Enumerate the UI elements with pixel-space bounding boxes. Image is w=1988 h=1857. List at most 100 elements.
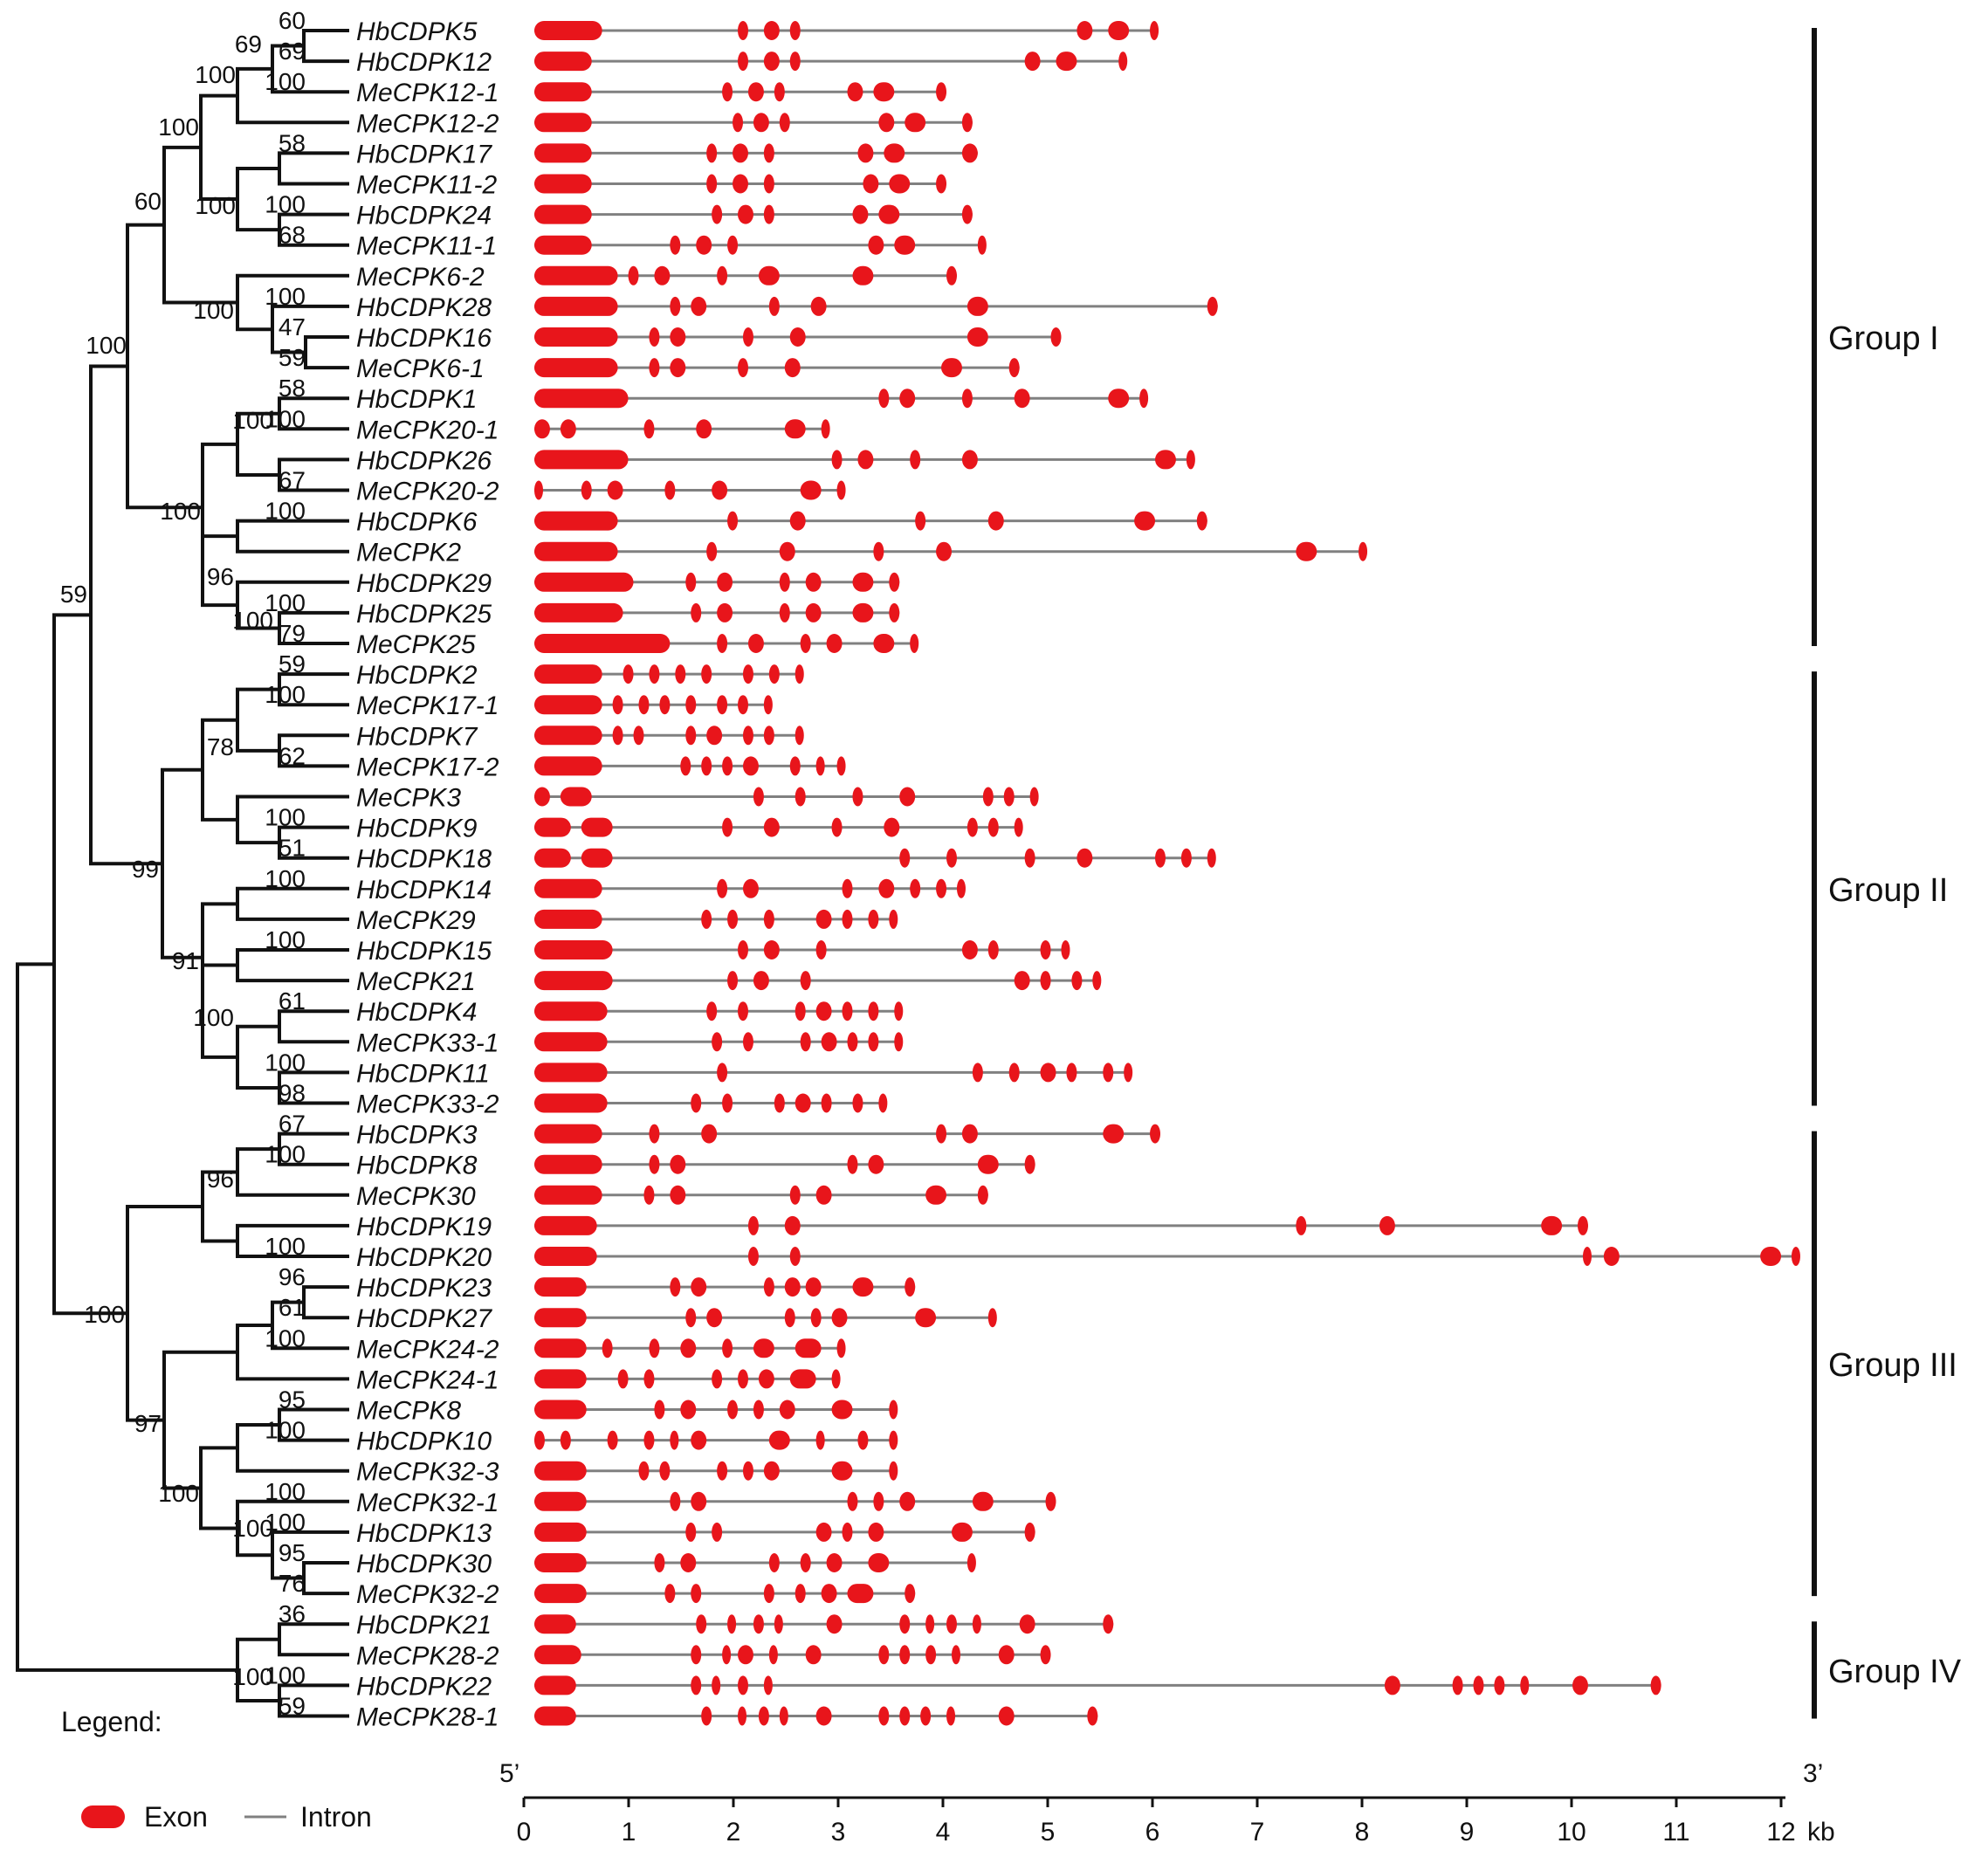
gene-structure-row	[534, 541, 1368, 561]
gene-structure-row	[534, 174, 947, 194]
exon-block	[1024, 1522, 1035, 1542]
exon-block	[852, 1093, 863, 1113]
exon-block	[868, 1154, 884, 1174]
exon-block	[670, 358, 686, 378]
exon-block	[617, 1369, 629, 1389]
exon-block	[664, 1584, 676, 1604]
gene-structure-row	[534, 52, 1128, 72]
exon-block	[534, 1032, 608, 1052]
exon-block	[717, 695, 728, 715]
gene-label: HbCDPK28	[356, 293, 492, 322]
gene-label: MeCPK17-1	[356, 691, 499, 720]
exon-block	[1014, 971, 1030, 991]
bootstrap-value: 100	[195, 192, 236, 219]
exon-block	[701, 909, 712, 929]
exon-block	[774, 82, 785, 102]
gene-label: MeCPK20-2	[356, 478, 499, 506]
exon-block	[534, 296, 618, 316]
exon-block	[836, 756, 846, 776]
axis-tick-label: 1	[622, 1818, 636, 1847]
exon-block	[800, 480, 822, 500]
exon-block	[821, 1584, 837, 1604]
gene-label: HbCDPK23	[356, 1274, 492, 1303]
exon-block	[899, 1706, 911, 1726]
exon-block	[1077, 848, 1093, 868]
exon-block	[779, 572, 790, 592]
exon-block	[722, 817, 733, 837]
gene-structure-row	[534, 143, 978, 163]
exon-block	[925, 1645, 937, 1665]
exon-block	[534, 1215, 597, 1235]
bootstrap-value: 97	[134, 1410, 162, 1437]
exon-block	[1180, 848, 1192, 868]
gene-structure-row	[534, 1553, 976, 1572]
exon-block	[691, 1491, 707, 1511]
exon-block	[946, 848, 957, 868]
exon-block	[899, 848, 911, 868]
exon-block	[717, 572, 733, 592]
gene-structure-row	[534, 695, 773, 715]
exon-block	[743, 1461, 753, 1481]
exon-block	[534, 52, 592, 72]
exon-block	[987, 1308, 997, 1328]
exon-block	[815, 1430, 825, 1450]
exon-block	[987, 940, 999, 959]
gene-label: MeCPK28-1	[356, 1703, 499, 1732]
exon-block	[941, 358, 962, 378]
exon-block	[534, 787, 550, 807]
exon-block	[946, 265, 957, 285]
gene-label: HbCDPK11	[356, 1059, 490, 1088]
exon-block	[738, 358, 748, 378]
exon-block	[654, 1553, 665, 1572]
tree-branch	[278, 151, 349, 186]
exon-block	[1040, 971, 1051, 991]
exon-block	[852, 602, 874, 622]
exon-block	[607, 480, 623, 500]
exon-block	[831, 817, 843, 837]
exon-block	[612, 726, 623, 746]
exon-block	[706, 541, 718, 561]
exon-block	[831, 450, 843, 470]
exon-block	[706, 1308, 723, 1328]
gene-labels: HbCDPK5HbCDPK12MeCPK12-1MeCPK12-2HbCDPK1…	[356, 17, 499, 1732]
gene-label: MeCPK12-2	[356, 109, 499, 138]
exon-block	[1186, 450, 1195, 470]
exon-block	[691, 1584, 702, 1604]
gene-structure-row	[534, 756, 846, 776]
exon-block	[795, 1093, 811, 1113]
exon-block	[987, 511, 1004, 531]
exon-block	[581, 817, 613, 837]
exon-block	[878, 1706, 890, 1726]
gene-structure-row	[534, 1154, 1035, 1174]
exon-block	[670, 296, 681, 316]
bootstrap-value: 96	[207, 563, 234, 590]
exon-block	[987, 817, 999, 837]
exon-block	[952, 1522, 973, 1542]
exon-block	[1066, 1063, 1077, 1083]
exon-block	[789, 1247, 801, 1266]
exon-block	[727, 235, 739, 255]
exon-block	[534, 1369, 587, 1389]
exon-block	[743, 1032, 753, 1052]
exon-block	[534, 82, 592, 102]
exon-block	[696, 419, 712, 439]
exon-block	[868, 909, 879, 929]
exon-block	[789, 327, 806, 347]
exon-block	[534, 971, 613, 991]
exon-block	[691, 296, 707, 316]
exon-block	[831, 1369, 841, 1389]
exon-block	[836, 1338, 846, 1358]
exon-block	[1473, 1675, 1484, 1695]
bootstrap-value: 59	[279, 344, 306, 371]
gene-structure-row	[534, 817, 1023, 837]
bootstrap-value: 69	[235, 31, 262, 58]
exon-block	[753, 971, 769, 991]
gene-label: HbCDPK13	[356, 1519, 492, 1548]
exon-block	[878, 878, 895, 898]
bootstrap-value: 100	[86, 332, 127, 359]
exon-block	[763, 817, 780, 837]
gene-label: MeCPK6-2	[356, 263, 485, 292]
exon-block	[717, 602, 733, 622]
exon-block	[643, 1369, 655, 1389]
exon-block	[1124, 1063, 1133, 1083]
